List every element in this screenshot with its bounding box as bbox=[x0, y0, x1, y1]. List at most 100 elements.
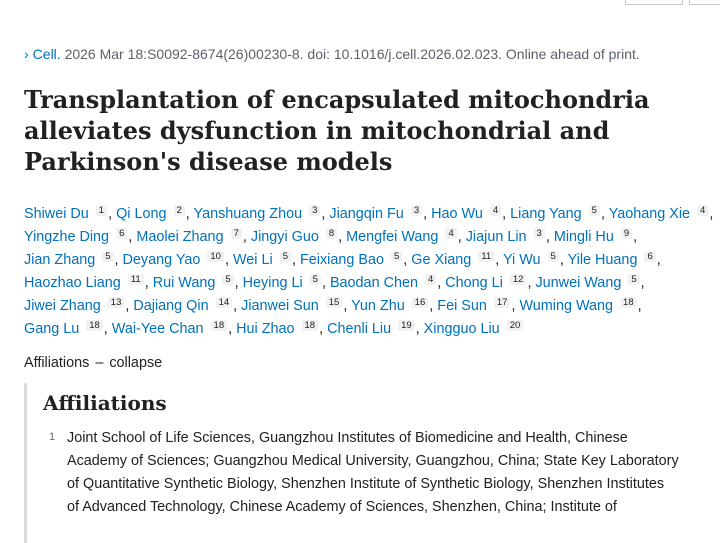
author-separator: , bbox=[144, 275, 149, 291]
affiliation-ref-badge[interactable]: 18 bbox=[210, 320, 228, 331]
author-link[interactable]: Jiangqin Fu bbox=[329, 206, 404, 222]
affiliation-ref-badge[interactable]: 5 bbox=[222, 274, 234, 285]
author-link[interactable]: Fei Sun bbox=[437, 298, 487, 314]
author-separator: , bbox=[437, 275, 442, 291]
affiliation-ref-badge[interactable]: 5 bbox=[391, 251, 403, 262]
affiliation-ref-badge[interactable]: 16 bbox=[411, 297, 429, 308]
affiliation-ref-badge[interactable]: 5 bbox=[628, 274, 640, 285]
author-link[interactable]: Xingguo Liu bbox=[423, 321, 500, 337]
author-link[interactable]: Yun Zhu bbox=[351, 298, 405, 314]
author-link[interactable]: Jiwei Zhang bbox=[24, 298, 101, 314]
author-link[interactable]: Gang Lu bbox=[24, 321, 80, 337]
affiliations-toggle[interactable]: Affiliations – collapse bbox=[24, 355, 162, 371]
author-link[interactable]: Yingzhe Ding bbox=[24, 229, 110, 245]
author-link[interactable]: Hao Wu bbox=[431, 206, 483, 222]
author-link[interactable]: Mengfei Wang bbox=[346, 229, 439, 245]
author-link[interactable]: Liang Yang bbox=[510, 206, 582, 222]
affiliation-ref-badge[interactable]: 6 bbox=[644, 251, 656, 262]
affiliation-ref-badge[interactable]: 7 bbox=[230, 228, 242, 239]
affiliation-ref-badge[interactable]: 8 bbox=[325, 228, 338, 239]
author-link[interactable]: Chong Li bbox=[445, 275, 503, 291]
author-link[interactable]: Qi Long bbox=[116, 206, 167, 222]
author-link[interactable]: Jianwei Sun bbox=[241, 298, 319, 314]
affiliation-ref-badge[interactable]: 15 bbox=[325, 297, 343, 308]
affiliation-ref-badge[interactable]: 12 bbox=[509, 274, 527, 285]
author-link[interactable]: Chenli Liu bbox=[327, 321, 392, 337]
author-separator: , bbox=[457, 229, 462, 245]
affiliation-ref-badge[interactable]: 18 bbox=[620, 297, 637, 308]
affiliation-ref-badge[interactable]: 11 bbox=[478, 251, 495, 262]
author-link[interactable]: Shiwei Du bbox=[24, 206, 89, 222]
author-separator: , bbox=[495, 252, 500, 268]
affiliation-ref-badge[interactable]: 1 bbox=[95, 205, 108, 216]
citation-details: 2026 Mar 18:S0092-8674(26)00230-8. doi: … bbox=[60, 46, 640, 62]
affiliation-ref-badge[interactable]: 2 bbox=[173, 205, 185, 216]
affiliation-ref-badge[interactable]: 14 bbox=[215, 297, 233, 308]
affiliation-ref-badge[interactable]: 10 bbox=[207, 251, 224, 262]
author-link[interactable]: Jingyi Guo bbox=[250, 229, 319, 245]
affiliation-ref-badge[interactable]: 4 bbox=[489, 205, 502, 216]
author-link[interactable]: Yanshuang Zhou bbox=[193, 206, 303, 222]
affiliation-ref-badge[interactable]: 5 bbox=[102, 251, 114, 262]
author-link[interactable]: Wei Li bbox=[232, 252, 273, 268]
author-separator: , bbox=[656, 252, 661, 268]
chevron-right-icon[interactable]: › bbox=[24, 46, 29, 62]
affiliation-ref-badge[interactable]: 3 bbox=[410, 205, 423, 216]
affiliation-line: Joint School of Life Sciences, Guangzhou… bbox=[67, 430, 628, 446]
author-separator: , bbox=[637, 298, 642, 314]
affiliation-ref-badge[interactable]: 9 bbox=[620, 228, 633, 239]
author-separator: , bbox=[545, 229, 550, 245]
author-separator: , bbox=[185, 206, 190, 222]
journal-link[interactable]: Cell. bbox=[32, 46, 61, 62]
author-link[interactable]: Baodan Chen bbox=[329, 275, 418, 291]
author-link[interactable]: Haozhao Liang bbox=[24, 275, 121, 291]
collapse-link[interactable]: collapse bbox=[109, 355, 163, 371]
affiliation-ref-badge[interactable]: 18 bbox=[301, 320, 319, 331]
affiliation-ref-badge[interactable]: 11 bbox=[127, 274, 144, 285]
author-link[interactable]: Yaohang Xie bbox=[608, 206, 691, 222]
affiliations-panel: Affiliations 1 Joint School of Life Scie… bbox=[24, 383, 720, 543]
affiliation-ref-badge[interactable]: 5 bbox=[279, 251, 291, 262]
affiliation-ref-badge[interactable]: 4 bbox=[697, 205, 709, 216]
author-link[interactable]: Wai-Yee Chan bbox=[111, 321, 204, 337]
article-title: Transplantation of encapsulated mitochon… bbox=[24, 84, 704, 177]
author-link[interactable]: Heying Li bbox=[242, 275, 303, 291]
affiliation-ref-badge[interactable]: 20 bbox=[506, 320, 524, 331]
author-link[interactable]: Deyang Yao bbox=[122, 252, 201, 268]
affiliation-ref-badge[interactable]: 17 bbox=[493, 297, 511, 308]
author-link[interactable]: Yi Wu bbox=[502, 252, 541, 268]
author-separator: , bbox=[128, 229, 133, 245]
affiliation-ref-badge[interactable]: 13 bbox=[107, 297, 125, 308]
affiliations-heading: Affiliations bbox=[43, 391, 167, 415]
author-link[interactable]: Mingli Hu bbox=[553, 229, 614, 245]
affiliation-ref-badge[interactable]: 3 bbox=[533, 228, 545, 239]
author-link[interactable]: Jiajun Lin bbox=[465, 229, 527, 245]
author-link[interactable]: Rui Wang bbox=[152, 275, 216, 291]
article-title-line: alleviates dysfunction in mitochondrial … bbox=[24, 116, 610, 145]
affiliation-ref-badge[interactable]: 3 bbox=[309, 205, 321, 216]
affiliation-ref-badge[interactable]: 18 bbox=[86, 320, 103, 331]
affiliation-ref-badge[interactable]: 4 bbox=[424, 274, 437, 285]
author-link[interactable]: Junwei Wang bbox=[535, 275, 622, 291]
author-link[interactable]: Hui Zhao bbox=[236, 321, 295, 337]
toolbar-button-partial[interactable] bbox=[689, 0, 720, 5]
author-separator: , bbox=[242, 229, 247, 245]
author-link[interactable]: Wuming Wang bbox=[519, 298, 614, 314]
author-link[interactable]: Ge Xiang bbox=[411, 252, 472, 268]
author-link[interactable]: Dajiang Qin bbox=[133, 298, 209, 314]
author-separator: , bbox=[403, 252, 408, 268]
author-link[interactable]: Maolei Zhang bbox=[136, 229, 224, 245]
affiliation-ref-badge[interactable]: 4 bbox=[445, 228, 457, 239]
affiliation-line: of Advanced Technology, Chinese Academy … bbox=[67, 499, 617, 515]
affiliation-ref-badge[interactable]: 5 bbox=[588, 205, 600, 216]
affiliation-ref-badge[interactable]: 19 bbox=[398, 320, 415, 331]
affiliation-ref-badge[interactable]: 5 bbox=[309, 274, 321, 285]
affiliation-ref-badge[interactable]: 6 bbox=[116, 228, 128, 239]
author-link[interactable]: Feixiang Bao bbox=[300, 252, 384, 268]
affiliation-number: 1 bbox=[49, 431, 56, 443]
author-link[interactable]: Yile Huang bbox=[567, 252, 638, 268]
toolbar-button-partial[interactable] bbox=[625, 0, 683, 5]
author-link[interactable]: Jian Zhang bbox=[24, 252, 96, 268]
affiliation-ref-badge[interactable]: 5 bbox=[547, 251, 559, 262]
author-separator: , bbox=[559, 252, 564, 268]
